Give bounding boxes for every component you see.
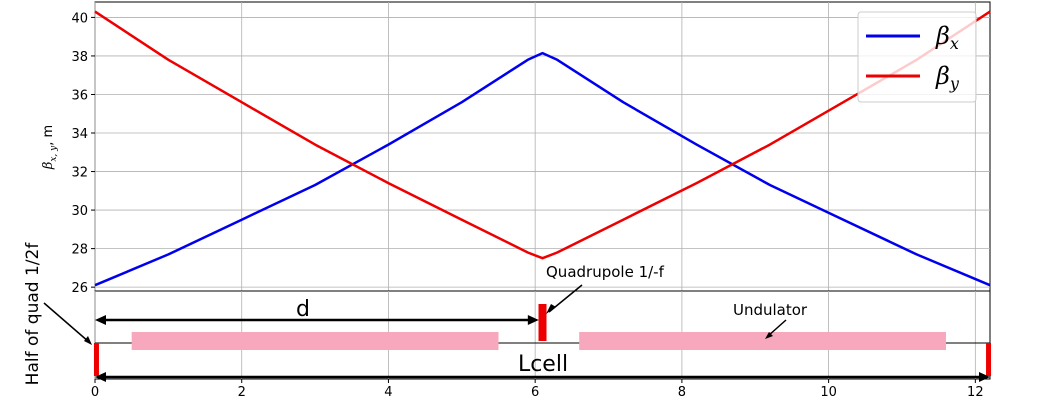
half-quad-magnet-0 xyxy=(93,343,99,376)
series-line-beta-x xyxy=(94,51,991,287)
legend: βx βy xyxy=(857,11,977,103)
quadrupole-pointer-head xyxy=(546,304,556,314)
lcell-arrow-head-left xyxy=(95,372,106,382)
beta-y-tick-label-6: 38 xyxy=(71,50,88,65)
beta-y-tick-label-7: 40 xyxy=(71,11,88,26)
half-quad-label: Half of quad 1/2f xyxy=(23,242,43,386)
legend-label-beta-x: βx xyxy=(935,22,959,53)
legend-label-beta-y-main: β xyxy=(935,62,950,90)
legend-label-beta-x-sub: x xyxy=(950,34,959,53)
lattice-x-tick-label-3: 6 xyxy=(531,385,539,400)
half-quad-pointer xyxy=(43,302,90,343)
legend-label-beta-y-sub: y xyxy=(949,74,960,93)
legend-label-beta-x-main: β xyxy=(935,22,950,50)
lattice-x-tick-label-6: 12 xyxy=(967,385,984,400)
d-arrow-head-right xyxy=(527,315,539,325)
lattice-elements xyxy=(93,304,992,382)
lcell-arrow xyxy=(95,372,990,382)
lattice-x-tick-label-4: 8 xyxy=(678,385,686,400)
lattice-diagram-panel: 0 2 4 6 8 10 12 Quadrupole 1/-f Undulator d Lc… xyxy=(23,242,992,400)
undulator-segment-0 xyxy=(131,332,499,350)
beta-plot-y-ticks: 26 28 30 32 34 36 38 40 xyxy=(71,11,95,296)
beta-y-tick-label-3: 32 xyxy=(71,166,88,181)
beta-y-axis-label-unit: , m xyxy=(41,125,56,146)
beta-plot-series xyxy=(94,10,991,287)
d-arrow-head-left xyxy=(95,315,106,325)
d-label: d xyxy=(296,297,310,322)
lattice-x-ticks: 0 2 4 6 8 10 12 xyxy=(91,379,984,400)
beta-y-axis-label-main: β xyxy=(41,162,56,171)
beta-plot-grid xyxy=(94,2,990,291)
beta-plot-frame xyxy=(94,1,991,292)
undulator-pointer-head xyxy=(765,332,773,339)
legend-label-beta-y: βy xyxy=(935,62,960,93)
beta-y-axis-label-sub: x, y xyxy=(49,145,59,162)
half-quad-pointer-head xyxy=(84,336,92,345)
lattice-x-tick-label-5: 10 xyxy=(820,385,837,400)
quadrupole-label: Quadrupole 1/-f xyxy=(546,263,665,281)
undulator-segment-1 xyxy=(579,332,946,350)
undulator-pointer xyxy=(767,319,787,337)
lattice-x-tick-label-0: 0 xyxy=(91,385,99,400)
lcell-label: Lcell xyxy=(518,352,568,377)
beta-y-tick-label-1: 28 xyxy=(71,243,88,258)
beta-y-tick-label-0: 26 xyxy=(71,281,88,296)
series-line-beta-y xyxy=(94,10,991,260)
beta-y-tick-label-4: 34 xyxy=(71,127,88,142)
beta-y-tick-label-5: 36 xyxy=(71,88,88,103)
undulator-label: Undulator xyxy=(733,301,808,319)
d-arrow xyxy=(95,315,539,325)
lattice-x-tick-label-2: 4 xyxy=(384,385,392,400)
lattice-x-tick-label-1: 2 xyxy=(238,385,246,400)
lcell-arrow-head-right xyxy=(979,372,990,382)
quadrupole-magnet xyxy=(538,304,547,341)
half-quad-magnet-2 xyxy=(986,343,992,376)
beta-y-tick-label-2: 30 xyxy=(71,204,88,219)
beta-y-axis-label: βx, y, m xyxy=(41,125,59,170)
